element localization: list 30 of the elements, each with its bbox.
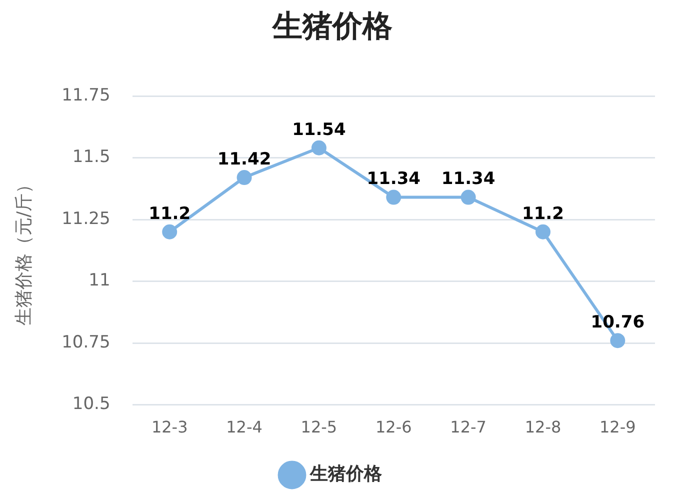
point bbox=[610, 333, 626, 348]
point bbox=[386, 190, 402, 205]
legend-label: 生猪价格 bbox=[309, 464, 383, 485]
point bbox=[162, 224, 178, 240]
x-tick-label: 12-5 bbox=[300, 418, 338, 437]
y-tick-label: 11 bbox=[88, 270, 110, 291]
x-tick-label: 12-8 bbox=[524, 418, 562, 437]
x-tick-label: 12-3 bbox=[151, 418, 188, 437]
y-tick-label: 11.25 bbox=[62, 208, 110, 229]
y-tick-label: 11.5 bbox=[72, 147, 110, 168]
y-tick-label: 11.75 bbox=[62, 85, 110, 106]
data-label: 11.2 bbox=[522, 204, 564, 224]
point bbox=[311, 140, 326, 156]
x-tick-label: 12-9 bbox=[600, 418, 636, 437]
y-axis-title: 生猪价格（元/斤） bbox=[13, 175, 34, 326]
x-tick-label: 12-7 bbox=[450, 418, 486, 437]
data-label: 11.54 bbox=[292, 120, 346, 140]
data-label: 10.76 bbox=[590, 312, 645, 332]
point bbox=[535, 224, 550, 240]
data-label: 11.2 bbox=[148, 204, 191, 224]
chart-title: 生猪价格 bbox=[272, 8, 392, 44]
data-label: 11.42 bbox=[217, 149, 272, 170]
point bbox=[460, 190, 476, 205]
data-label: 11.34 bbox=[441, 169, 496, 190]
x-tick-label: 12-4 bbox=[226, 418, 262, 437]
y-tick-label: 10.5 bbox=[72, 394, 110, 414]
x-tick-label: 12-6 bbox=[375, 418, 412, 437]
data-label: 11.34 bbox=[366, 169, 421, 190]
y-tick-label: 10.75 bbox=[62, 332, 110, 352]
point bbox=[236, 170, 252, 186]
